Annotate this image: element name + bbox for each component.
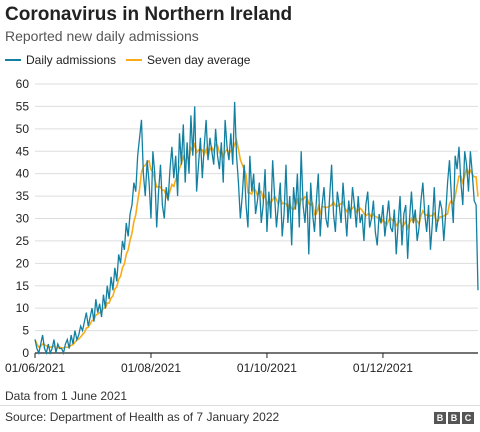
chart-title: Coronavirus in Northern Ireland: [5, 4, 293, 25]
legend-swatch-average: [126, 59, 143, 61]
line-chart: 0 5 10 15 20 25 30 35 40 45 50 55 60 01/06/2021 01/08/…: [5, 77, 479, 375]
footer-divider: [0, 405, 480, 406]
y-tick-label: 5: [22, 324, 29, 338]
y-tick-label: 55: [16, 99, 30, 113]
x-tick-label: 01/10/2021: [237, 361, 297, 375]
chart-subtitle: Reported new daily admissions: [5, 28, 199, 44]
legend-label-average: Seven day average: [147, 53, 251, 67]
y-tick-label: 20: [16, 256, 30, 270]
legend-swatch-daily: [5, 59, 21, 61]
y-tick-label: 15: [16, 279, 30, 293]
y-tick-label: 0: [22, 346, 29, 360]
x-tick-label: 01/08/2021: [121, 361, 181, 375]
y-tick-label: 40: [16, 167, 30, 181]
bbc-logo-letter: B: [448, 412, 460, 424]
series-line-daily-admissions: [34, 101, 479, 356]
y-tick-label: 60: [16, 77, 30, 91]
series-line-seven-day-average: [34, 137, 479, 350]
x-tick-label: 01/12/2021: [353, 361, 413, 375]
chart-legend: Daily admissions Seven day average: [5, 53, 260, 67]
y-tick-label: 25: [16, 234, 30, 248]
legend-label-daily: Daily admissions: [26, 53, 117, 67]
y-tick-label: 45: [16, 144, 30, 158]
y-tick-label: 30: [16, 212, 30, 226]
bbc-logo-letter: C: [462, 412, 474, 424]
y-tick-label: 10: [16, 301, 30, 315]
source-text: Source: Department of Health as of 7 Jan…: [5, 410, 280, 424]
legend-item-average: Seven day average: [126, 53, 250, 67]
y-tick-label: 35: [16, 189, 30, 203]
y-tick-label: 50: [16, 122, 30, 136]
legend-item-daily: Daily admissions: [5, 53, 116, 67]
x-tick-label: 01/06/2021: [5, 361, 65, 375]
bbc-logo-letter: B: [434, 412, 446, 424]
data-note: Data from 1 June 2021: [5, 389, 128, 403]
bbc-logo: B B C: [432, 412, 474, 424]
